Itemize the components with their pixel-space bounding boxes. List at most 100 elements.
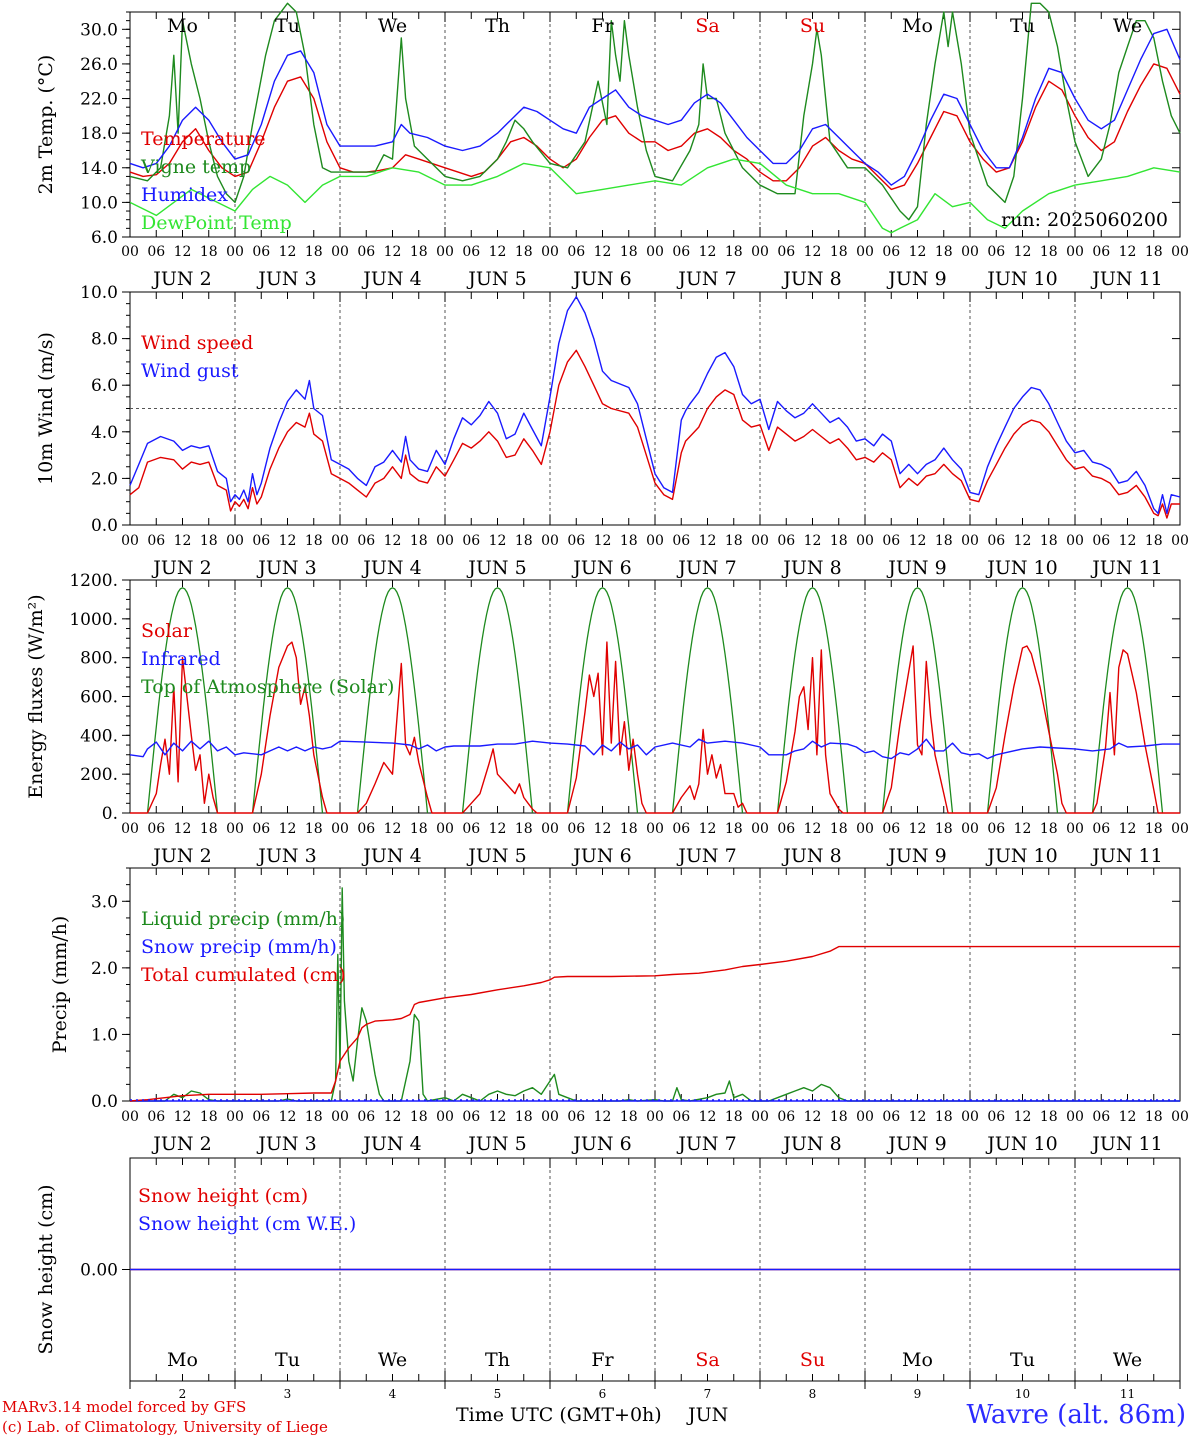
hour-label: 18 — [620, 1109, 638, 1125]
hour-label: 18 — [515, 244, 533, 260]
legend-entry: Humidex — [141, 184, 228, 206]
hour-label: 00 — [1171, 244, 1189, 260]
y-tick-label: 0. — [102, 804, 118, 824]
y-tick-label: 1000. — [69, 610, 118, 630]
y-axis-label: 10m Wind (m/s) — [35, 332, 57, 485]
hour-label: 00 — [1171, 533, 1189, 549]
y-axis-label: Snow height (cm) — [35, 1184, 57, 1354]
y-tick-label: 10.0 — [80, 193, 118, 213]
hour-label: 06 — [1092, 533, 1110, 549]
hour-label: 00 — [961, 1109, 979, 1125]
hour-label: 12 — [279, 533, 297, 549]
hour-label: 00 — [331, 821, 349, 837]
y-tick-label: 6.0 — [91, 228, 118, 248]
date-label: JUN 7 — [676, 268, 736, 290]
run-label: run: 2025060200 — [1001, 209, 1168, 231]
legend-entry: Liquid precip (mm/h) — [141, 908, 345, 930]
hour-label: 18 — [410, 533, 428, 549]
hour-label: 12 — [1014, 533, 1032, 549]
hour-label: 12 — [909, 821, 927, 837]
hour-label: 12 — [1119, 533, 1137, 549]
hour-label: 06 — [882, 821, 900, 837]
toa-solar-curve — [251, 587, 324, 814]
hour-label: 06 — [357, 244, 375, 260]
hour-label: 00 — [856, 244, 874, 260]
day-number: 10 — [1015, 1387, 1030, 1401]
day-name-bottom: We — [1113, 1349, 1142, 1371]
panel-energy: 0. 200. 400. 600. 800. 1000. 1200. Energy fluxe… — [25, 571, 1189, 867]
hour-label: 00 — [121, 1109, 139, 1125]
hour-label: 06 — [987, 244, 1005, 260]
hour-label: 00 — [121, 244, 139, 260]
y-tick-label: 14.0 — [80, 159, 118, 179]
hour-label: 12 — [594, 821, 612, 837]
date-label: JUN 11 — [1090, 1133, 1162, 1155]
date-label: JUN 2 — [151, 557, 211, 579]
hour-label: 12 — [804, 533, 822, 549]
day-name: Mo — [902, 15, 933, 37]
hour-label: 12 — [489, 244, 507, 260]
hour-label: 12 — [1119, 244, 1137, 260]
toa-solar-curve — [461, 587, 534, 814]
hour-label: 00 — [331, 1109, 349, 1125]
day-number: 9 — [914, 1387, 922, 1401]
hour-label: 18 — [935, 244, 953, 260]
hour-label: 06 — [777, 244, 795, 260]
hour-label: 00 — [751, 533, 769, 549]
date-label: JUN 11 — [1090, 845, 1162, 867]
hour-label: 00 — [856, 533, 874, 549]
hour-label: 18 — [935, 1109, 953, 1125]
day-name: We — [378, 15, 407, 37]
series-line-wind-speed — [129, 349, 1180, 519]
hour-label: 18 — [515, 1109, 533, 1125]
hour-label: 18 — [725, 821, 743, 837]
legend-entry: Top of Atmosphere (Solar) — [141, 676, 394, 698]
date-label: JUN 6 — [571, 1133, 631, 1155]
hour-label: 00 — [121, 821, 139, 837]
y-tick-label: 22.0 — [80, 90, 118, 110]
panel-snow: 0.00 Snow height (cm) Snow height (cm) Snow… — [35, 1157, 1181, 1401]
day-name: Su — [800, 15, 825, 37]
date-label: JUN 3 — [256, 557, 316, 579]
legend-entry: Snow height (cm W.E.) — [138, 1213, 356, 1235]
legend-entry: Infrared — [141, 648, 221, 670]
hour-label: 12 — [489, 533, 507, 549]
date-label: JUN 3 — [256, 1133, 316, 1155]
hour-label: 18 — [935, 533, 953, 549]
hour-label: 18 — [1145, 533, 1163, 549]
legend-entry: Snow height (cm) — [138, 1185, 308, 1207]
date-label: JUN 9 — [886, 268, 946, 290]
series-line-dewpoint-temp — [129, 158, 1181, 234]
hour-label: 06 — [882, 244, 900, 260]
hour-label: 00 — [961, 821, 979, 837]
hour-label: 00 — [1171, 1109, 1189, 1125]
hour-label: 06 — [252, 1109, 270, 1125]
date-label: JUN 10 — [985, 557, 1057, 579]
hour-label: 00 — [541, 244, 559, 260]
hour-label: 00 — [541, 1109, 559, 1125]
hour-label: 18 — [620, 244, 638, 260]
y-tick-label: 0.00 — [80, 1261, 118, 1281]
date-label: JUN 4 — [361, 1133, 421, 1155]
date-label: JUN 3 — [256, 268, 316, 290]
hour-label: 18 — [725, 1109, 743, 1125]
date-label: JUN 11 — [1090, 557, 1162, 579]
hour-label: 00 — [1066, 533, 1084, 549]
hour-label: 00 — [226, 533, 244, 549]
series-line-wind-gust — [129, 296, 1181, 515]
hour-label: 18 — [725, 533, 743, 549]
y-tick-label: 600. — [80, 688, 118, 708]
hour-label: 00 — [646, 533, 664, 549]
hour-label: 18 — [935, 821, 953, 837]
hour-label: 00 — [646, 821, 664, 837]
hour-label: 06 — [1092, 821, 1110, 837]
series-line-total-cumulated-cm- — [129, 945, 1180, 1102]
hour-label: 12 — [1014, 821, 1032, 837]
series-line-liquid-precip-mm-h- — [130, 887, 1180, 1102]
hour-label: 12 — [174, 244, 192, 260]
hour-label: 06 — [357, 821, 375, 837]
hour-label: 06 — [462, 821, 480, 837]
y-axis-label: Precip (mm/h) — [49, 916, 71, 1054]
x-axis-month: JUN — [688, 1404, 729, 1426]
day-name: Fr — [591, 15, 614, 37]
